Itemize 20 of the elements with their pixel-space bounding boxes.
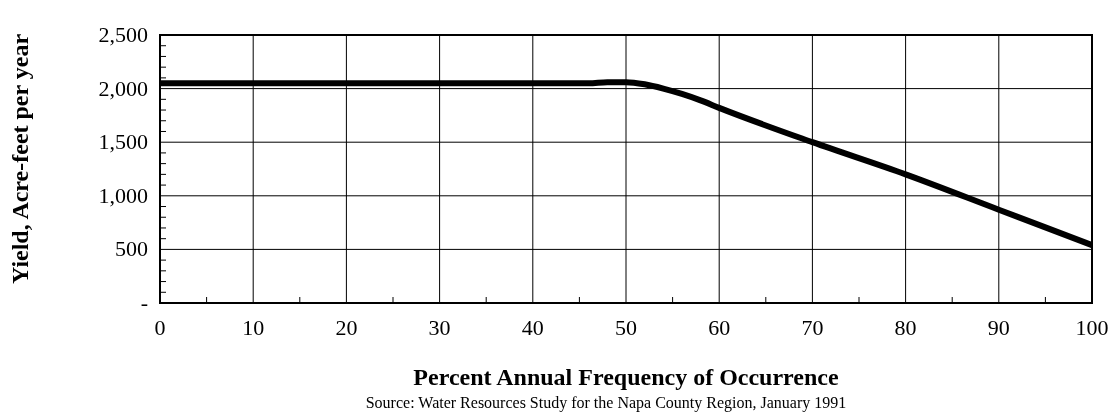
y-tick-label: 2,500 xyxy=(98,22,148,47)
y-tick-label: 1,000 xyxy=(98,182,148,208)
y-tick-label: 500 xyxy=(115,236,148,262)
x-tick-label: 0 xyxy=(154,315,166,340)
y-tick-label: 2,000 xyxy=(98,75,148,101)
x-axis-title: Percent Annual Frequency of Occurrence xyxy=(413,364,839,390)
x-tick-label: 100 xyxy=(1075,315,1109,340)
source-note: Source: Water Resources Study for the Napa County Region, January 1991 xyxy=(365,394,847,412)
x-tick-label: 30 xyxy=(428,315,451,340)
x-tick-label: 70 xyxy=(801,315,824,340)
x-tick-label: 90 xyxy=(987,315,1010,340)
x-tick-label: 60 xyxy=(708,315,731,340)
x-tick-label: 40 xyxy=(521,315,544,340)
y-axis-title: Yield, Acre-feet per year xyxy=(7,33,33,285)
y-tick-label: - xyxy=(140,290,148,315)
x-tick-label: 50 xyxy=(615,315,637,340)
x-tick-label: 10 xyxy=(242,315,265,340)
x-tick-label: 80 xyxy=(894,315,917,340)
y-tick-label: 1,500 xyxy=(98,129,148,155)
x-tick-label: 20 xyxy=(335,315,358,340)
